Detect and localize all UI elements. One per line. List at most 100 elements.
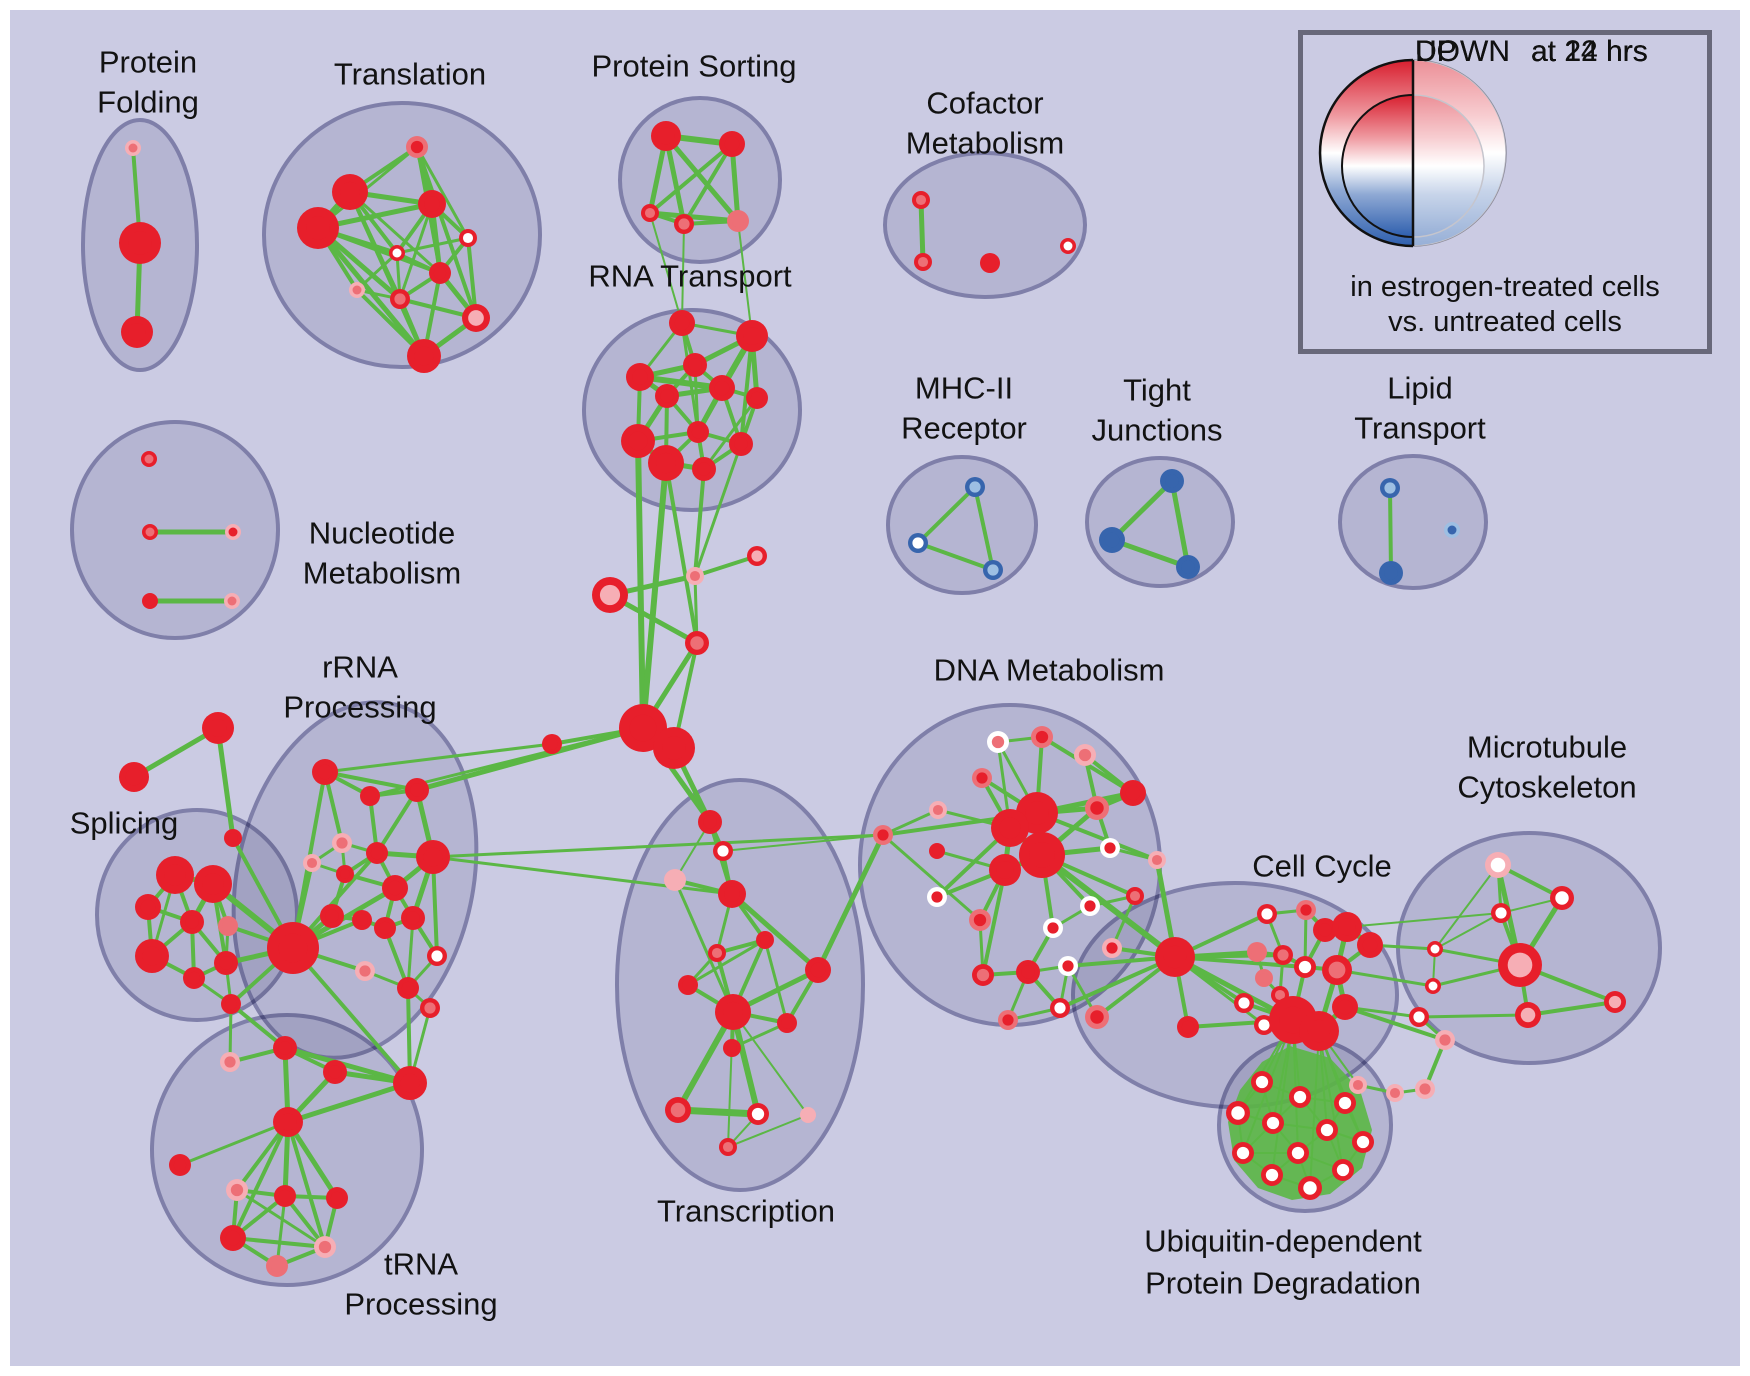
gene-node-inner [688, 358, 702, 372]
gene-node-inner [278, 1189, 292, 1203]
gene-node-inner [410, 140, 424, 154]
gene-node-inner [1062, 960, 1074, 972]
gene-node-inner [225, 1230, 241, 1246]
gene-node-inner [660, 389, 674, 403]
gene-node-inner [230, 1183, 244, 1197]
gene-node-inner [1063, 241, 1073, 251]
gene-node-inner [1125, 785, 1141, 801]
edge [981, 868, 1007, 977]
edge [702, 396, 759, 471]
edge [1343, 1005, 1447, 1042]
legend-inner-arc [1341, 94, 1414, 238]
gene-node-inner [1318, 923, 1332, 937]
edge [727, 1114, 809, 1148]
cluster-label-transcription: Transcription [657, 1194, 835, 1229]
gene-node-inner [1090, 801, 1104, 815]
gene-node-inner [1002, 1014, 1014, 1026]
gene-node-inner [1265, 1168, 1279, 1182]
legend-caption-line2: vs. untreated cells [1388, 306, 1622, 338]
gene-node-inner [364, 790, 376, 802]
gene-node-inner [1447, 525, 1457, 535]
edge [291, 946, 412, 1085]
gene-node-inner [128, 323, 146, 341]
gene-node-inner [1090, 1010, 1104, 1024]
gene-node-inner [424, 196, 440, 212]
cluster-label-lipid-transport: Lipid [1387, 371, 1453, 406]
gene-node-inner [227, 596, 237, 606]
edge [664, 461, 699, 645]
gene-node-inner [751, 550, 763, 562]
cluster-label-cell-cycle: Cell Cycle [1252, 849, 1392, 884]
gene-node-inner [1129, 890, 1141, 902]
gene-node-inner [1291, 1146, 1305, 1160]
gene-node-inner [1078, 748, 1092, 762]
legend-time-label: at 24 hrs [1531, 35, 1648, 68]
edge [231, 1236, 327, 1249]
cluster-label-trna-processing: tRNA [384, 1247, 458, 1282]
edge [1417, 1013, 1530, 1019]
gene-node-inner [222, 920, 234, 932]
gene-node-inner [1029, 842, 1055, 868]
gene-node-inner [1307, 1019, 1331, 1043]
gene-node-inner [1047, 922, 1059, 934]
gene-node-inner [1555, 891, 1569, 905]
gene-node-inner [682, 979, 694, 991]
gene-node-inner [1352, 1079, 1364, 1091]
edge [131, 725, 221, 780]
gene-node-inner [145, 527, 155, 537]
gene-node-inner [629, 714, 657, 742]
gene-node-inner [628, 431, 648, 451]
gene-node-inner [1428, 981, 1438, 991]
edge [215, 725, 236, 841]
cluster-label-splicing: Splicing [70, 806, 179, 841]
cluster-ellipse-rna-transport [582, 308, 802, 512]
edge [348, 190, 442, 275]
edge [693, 554, 759, 578]
cluster-label-nucleotide-metabolism: Metabolism [303, 556, 462, 591]
gene-node-inner [356, 914, 368, 926]
gene-node-inner [984, 257, 996, 269]
edge [1271, 1019, 1294, 1176]
gene-node-inner [339, 868, 351, 880]
gene-node-inner [1238, 997, 1250, 1009]
gene-node-inner [703, 815, 717, 829]
gene-node-inner [318, 1240, 332, 1254]
edge [918, 197, 926, 265]
gene-node-inner [1258, 1019, 1270, 1031]
gene-node-inner [228, 527, 238, 537]
gene-node-inner [1430, 944, 1440, 954]
cluster-label-trna-processing: Processing [344, 1287, 497, 1322]
edge [286, 1120, 327, 1249]
edge [1335, 968, 1435, 988]
gene-node-inner [599, 584, 621, 606]
gene-node-inner [689, 570, 701, 582]
edge [431, 833, 885, 859]
edge [275, 1194, 287, 1268]
gene-node-inner [145, 596, 155, 606]
gene-node-inner [1258, 972, 1270, 984]
gene-node-inner [224, 1056, 236, 1068]
gene-node-inner [400, 1073, 420, 1093]
cluster-label-protein-sorting: Protein Sorting [591, 49, 796, 84]
cluster-label-translation: Translation [334, 57, 486, 92]
gene-node-inner [1035, 730, 1049, 744]
edge [647, 210, 741, 224]
cluster-label-ubiquitin-degradation: Protein Degradation [1145, 1266, 1421, 1301]
gene-node-inner [414, 346, 434, 366]
edge [282, 1045, 413, 1086]
gene-node-inner [339, 181, 361, 203]
edge [1169, 478, 1191, 570]
gene-node-inner [722, 1001, 744, 1023]
cluster-label-protein-folding: Folding [97, 85, 199, 120]
gene-node-inner [987, 564, 999, 576]
gene-node-inner [1181, 560, 1195, 574]
gene-node-inner [1362, 937, 1378, 953]
gene-node-inner [657, 127, 675, 145]
gene-node-inner [1298, 960, 1312, 974]
gene-node-inner [691, 425, 705, 439]
cluster-label-tight-junctions: Junctions [1092, 413, 1223, 448]
gene-node-inner [1338, 1096, 1352, 1110]
cluster-label-dna-metabolism: DNA Metabolism [934, 653, 1165, 688]
gene-node-inner [423, 847, 443, 867]
